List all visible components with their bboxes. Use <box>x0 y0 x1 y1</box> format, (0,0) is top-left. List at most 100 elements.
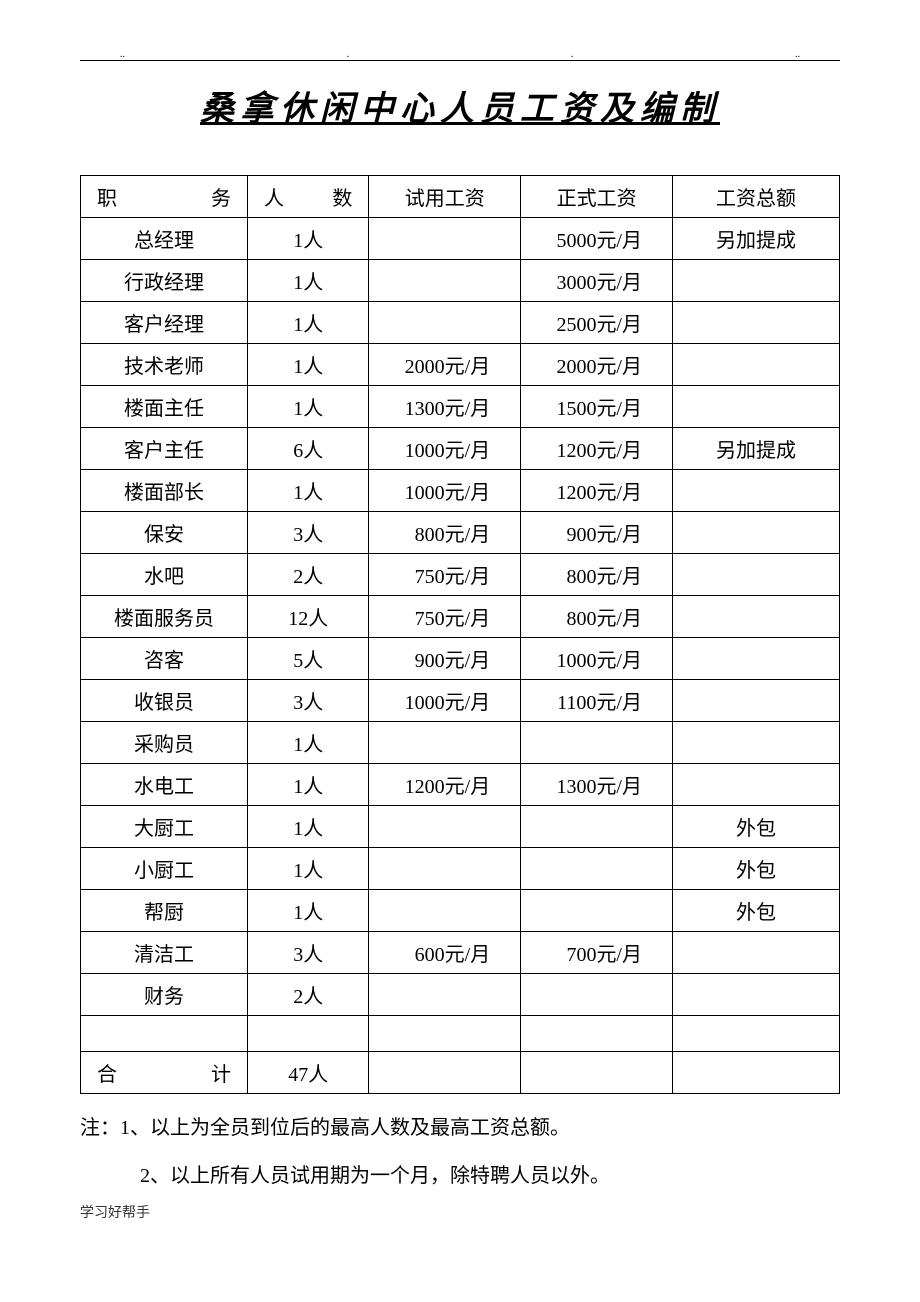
cell-formal <box>521 848 673 890</box>
cell-count: 1人 <box>247 890 368 932</box>
col-header-total: 工资总额 <box>673 176 840 218</box>
cell-position: 楼面服务员 <box>81 596 248 638</box>
cell-position: 总经理 <box>81 218 248 260</box>
table-header-row: 职 务 人 数 试用工资 正式工资 工资总额 <box>81 176 840 218</box>
cell-count: 12人 <box>247 596 368 638</box>
cell-formal <box>521 974 673 1016</box>
cell-trial <box>369 806 521 848</box>
col-header-trial: 试用工资 <box>369 176 521 218</box>
cell-trial <box>369 260 521 302</box>
table-row: 帮厨1人 外包 <box>81 890 840 932</box>
cell-count: 1人 <box>247 806 368 848</box>
cell-position: 帮厨 <box>81 890 248 932</box>
cell-position: 行政经理 <box>81 260 248 302</box>
cell-formal: 800元/月 <box>521 596 673 638</box>
table-row: 楼面部长1人1000元/月1200元/月 <box>81 470 840 512</box>
col-header-formal: 正式工资 <box>521 176 673 218</box>
cell-formal: 800元/月 <box>521 554 673 596</box>
cell-position: 清洁工 <box>81 932 248 974</box>
cell-count: 1人 <box>247 470 368 512</box>
cell-total <box>673 596 840 638</box>
cell-count: 1人 <box>247 260 368 302</box>
cell-total: 另加提成 <box>673 218 840 260</box>
cell-total: 另加提成 <box>673 428 840 470</box>
cell-trial <box>369 722 521 764</box>
cell-count: 1人 <box>247 302 368 344</box>
cell-total <box>673 638 840 680</box>
cell-formal: 3000元/月 <box>521 260 673 302</box>
cell-trial: 1000元/月 <box>369 470 521 512</box>
cell-position: 小厨工 <box>81 848 248 890</box>
cell-total: 外包 <box>673 806 840 848</box>
cell-total <box>673 1016 840 1052</box>
cell-trial: 750元/月 <box>369 596 521 638</box>
cell-total <box>673 554 840 596</box>
table-row: 大厨工1人 外包 <box>81 806 840 848</box>
header-mark-1: .. <box>120 49 125 60</box>
table-row: 水吧2人750元/月800元/月 <box>81 554 840 596</box>
cell-trial: 750元/月 <box>369 554 521 596</box>
cell-total <box>673 302 840 344</box>
cell-count: 5人 <box>247 638 368 680</box>
col-header-count: 人 数 <box>247 176 368 218</box>
table-row: 行政经理1人 3000元/月 <box>81 260 840 302</box>
cell-count: 1人 <box>247 848 368 890</box>
cell-trial: 1200元/月 <box>369 764 521 806</box>
cell-formal: 900元/月 <box>521 512 673 554</box>
cell-total <box>673 344 840 386</box>
table-row: 清洁工3人600元/月700元/月 <box>81 932 840 974</box>
cell-position: 楼面主任 <box>81 386 248 428</box>
cell-formal: 2500元/月 <box>521 302 673 344</box>
cell-total <box>673 974 840 1016</box>
cell-count: 6人 <box>247 428 368 470</box>
header-mark-4: .. <box>795 49 800 60</box>
cell-count: 2人 <box>247 974 368 1016</box>
cell-position: 收银员 <box>81 680 248 722</box>
cell-formal: 700元/月 <box>521 932 673 974</box>
header-mark-2: . <box>347 49 350 60</box>
cell-count: 3人 <box>247 680 368 722</box>
cell-formal <box>521 1016 673 1052</box>
header-mark-3: . <box>571 49 574 60</box>
cell-total <box>673 470 840 512</box>
cell-count: 1人 <box>247 722 368 764</box>
cell-trial <box>369 218 521 260</box>
footer-text: 学习好帮手 <box>80 1202 150 1222</box>
cell-formal <box>521 1052 673 1094</box>
table-row: 小厨工1人 外包 <box>81 848 840 890</box>
cell-total: 外包 <box>673 848 840 890</box>
note-line-1: 注：1、以上为全员到位后的最高人数及最高工资总额。 <box>80 1106 840 1150</box>
cell-formal: 1200元/月 <box>521 428 673 470</box>
cell-formal <box>521 806 673 848</box>
cell-total <box>673 386 840 428</box>
salary-table: 职 务 人 数 试用工资 正式工资 工资总额 总经理1人5000元/月另加提成行… <box>80 175 840 1094</box>
table-row <box>81 1016 840 1052</box>
cell-trial <box>369 974 521 1016</box>
cell-count: 47人 <box>247 1052 368 1094</box>
cell-total <box>673 1052 840 1094</box>
table-row: 总经理1人5000元/月另加提成 <box>81 218 840 260</box>
cell-total <box>673 722 840 764</box>
table-row: 技术老师1人2000元/月2000元/月 <box>81 344 840 386</box>
cell-total: 外包 <box>673 890 840 932</box>
cell-position: 客户经理 <box>81 302 248 344</box>
header-rule: .. . . .. <box>80 60 840 61</box>
cell-trial: 1300元/月 <box>369 386 521 428</box>
cell-count <box>247 1016 368 1052</box>
cell-position: 大厨工 <box>81 806 248 848</box>
col-header-position: 职 务 <box>81 176 248 218</box>
table-body: 总经理1人5000元/月另加提成行政经理1人3000元/月客户经理1人2500元… <box>81 218 840 1094</box>
table-row: 楼面主任1人1300元/月1500元/月 <box>81 386 840 428</box>
cell-trial <box>369 848 521 890</box>
cell-trial <box>369 1016 521 1052</box>
cell-formal <box>521 722 673 764</box>
page-title: 桑拿休闲中心人员工资及编制 <box>80 81 840 130</box>
cell-count: 2人 <box>247 554 368 596</box>
cell-position: 技术老师 <box>81 344 248 386</box>
cell-total <box>673 932 840 974</box>
cell-position: 楼面部长 <box>81 470 248 512</box>
cell-count: 3人 <box>247 512 368 554</box>
cell-formal: 1500元/月 <box>521 386 673 428</box>
notes-section: 注：1、以上为全员到位后的最高人数及最高工资总额。 2、以上所有人员试用期为一个… <box>80 1106 840 1198</box>
table-row: 保安3人800元/月900元/月 <box>81 512 840 554</box>
